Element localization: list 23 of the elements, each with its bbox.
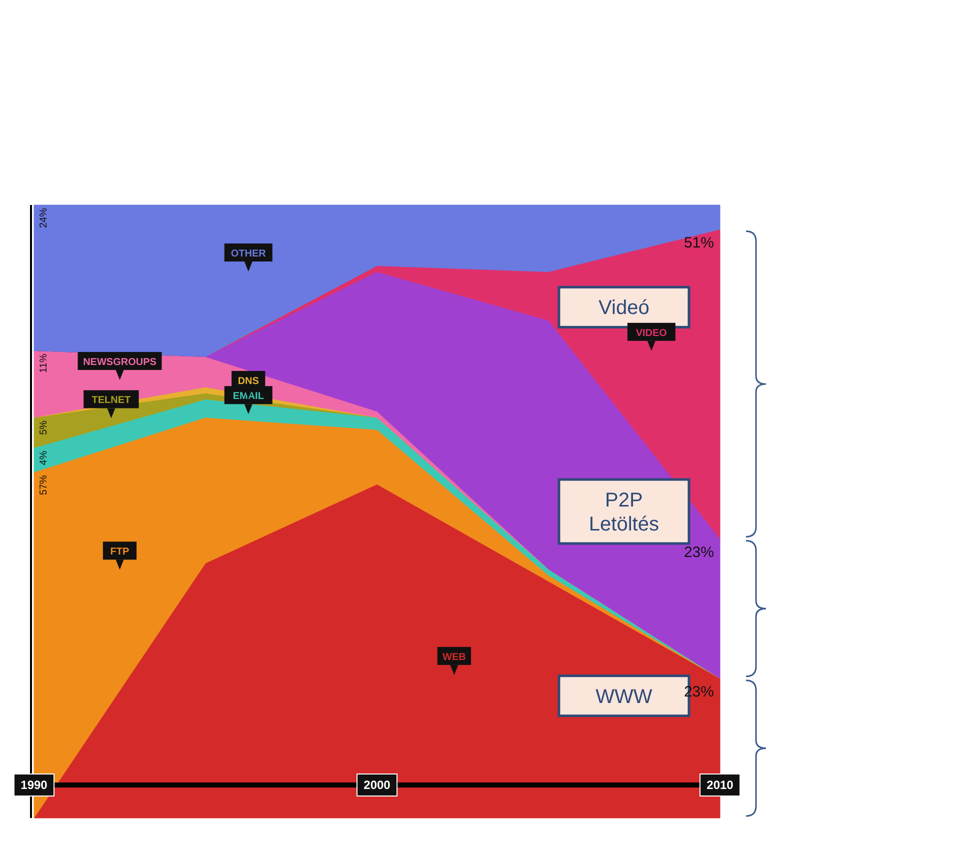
series-label: VIDEO [636, 328, 668, 339]
series-label: EMAIL [232, 391, 264, 402]
series-label: NEWSGROUPS [83, 356, 157, 368]
text-box: Videó [558, 286, 690, 328]
x-tick-label: 1990 [20, 778, 48, 792]
data-label: 57% [38, 474, 50, 496]
series-label: OTHER [230, 248, 267, 260]
data-label: 5% [38, 420, 50, 435]
data-label: 23% [684, 544, 714, 561]
annotation: Videó [598, 297, 650, 320]
annotation: P2P Letöltés [588, 490, 659, 536]
series-label: TELNET [92, 395, 131, 406]
data-label: 51% [684, 234, 714, 252]
series-label: WEB [442, 652, 466, 663]
series-label: FTP [110, 546, 130, 558]
x-tick-label: 2000 [364, 778, 391, 792]
data-label: 24% [38, 208, 50, 228]
series-label: DNS [238, 376, 260, 387]
text-box: P2P Letöltés [558, 478, 690, 545]
data-label: 11% [38, 354, 50, 373]
annotation: WWW [596, 686, 652, 708]
data-label: 4% [38, 450, 50, 466]
x-tick-label: 2010 [706, 778, 734, 792]
